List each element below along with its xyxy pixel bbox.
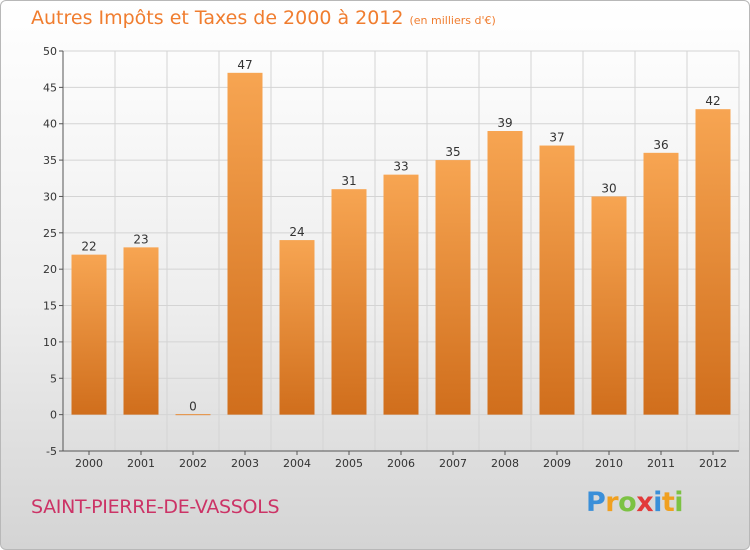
data-label-2011: 36 <box>653 138 668 152</box>
x-tick-label-2002: 2002 <box>179 457 207 470</box>
x-tick-label-2006: 2006 <box>387 457 415 470</box>
data-label-2005: 31 <box>341 174 356 188</box>
data-label-2009: 37 <box>549 131 564 145</box>
y-tick-label: 30 <box>43 190 57 203</box>
chart-title-text: Autres Impôts et Taxes de 2000 à 2012 <box>31 7 404 29</box>
proxiti-logo[interactable]: Proxiti <box>586 487 684 518</box>
bar-2006 <box>383 174 419 415</box>
data-label-2012: 42 <box>705 94 720 108</box>
bar-2005 <box>331 189 367 415</box>
chart-title: Autres Impôts et Taxes de 2000 à 2012 (en… <box>31 7 496 29</box>
chart-unit: (en milliers d'€) <box>409 14 496 27</box>
x-tick-label-2010: 2010 <box>595 457 623 470</box>
logo-letter: t <box>661 487 675 518</box>
bars <box>71 72 731 416</box>
bar-2011 <box>643 152 679 415</box>
x-tick-label-2001: 2001 <box>127 457 155 470</box>
y-tick-label: -5 <box>46 445 57 458</box>
y-tick-label: 25 <box>43 227 57 240</box>
data-label-2004: 24 <box>289 225 304 239</box>
x-tick-label-2011: 2011 <box>647 457 675 470</box>
data-label-2003: 47 <box>237 58 252 72</box>
logo-letter: x <box>636 487 654 518</box>
y-tick-label: 45 <box>43 81 57 94</box>
y-tick-label: 50 <box>43 45 57 58</box>
x-tick-label-2009: 2009 <box>543 457 571 470</box>
bar-2008 <box>487 131 523 415</box>
data-label-2001: 23 <box>133 232 148 246</box>
y-tick-label: 10 <box>43 336 57 349</box>
y-tick-label: 15 <box>43 300 57 313</box>
y-tick-label: 35 <box>43 154 57 167</box>
bar-2003 <box>227 72 263 415</box>
y-tick-label: 20 <box>43 263 57 276</box>
logo-letter: o <box>618 487 637 518</box>
data-label-2006: 33 <box>393 160 408 174</box>
data-label-2008: 39 <box>497 116 512 130</box>
bar-2010 <box>591 196 627 415</box>
x-tick-label-2008: 2008 <box>491 457 519 470</box>
logo-letter: P <box>586 487 606 518</box>
axes <box>59 50 739 455</box>
x-tick-label-2012: 2012 <box>699 457 727 470</box>
data-label-2002: 0 <box>189 400 197 414</box>
logo-letter: i <box>674 487 684 518</box>
bar-2004 <box>279 240 315 415</box>
bar-2009 <box>539 145 575 415</box>
data-label-2007: 35 <box>445 145 460 159</box>
bar-2000 <box>71 254 107 415</box>
y-tick-label: 40 <box>43 118 57 131</box>
logo-letter: i <box>653 487 662 518</box>
bar-2001 <box>123 247 159 415</box>
x-tick-label-2004: 2004 <box>283 457 311 470</box>
bar-2002 <box>175 414 211 416</box>
data-label-2010: 30 <box>601 181 616 195</box>
x-tick-label-2005: 2005 <box>335 457 363 470</box>
y-tick-label: 0 <box>50 409 57 422</box>
logo-letter: r <box>605 487 619 518</box>
bar-2012 <box>695 109 731 415</box>
data-label-2000: 22 <box>81 240 96 254</box>
y-tick-label: 5 <box>50 372 57 385</box>
place-name: SAINT-PIERRE-DE-VASSOLS <box>31 496 280 518</box>
bar-2007 <box>435 160 471 415</box>
x-tick-label-2000: 2000 <box>75 457 103 470</box>
x-tick-label-2003: 2003 <box>231 457 259 470</box>
x-tick-label-2007: 2007 <box>439 457 467 470</box>
labels: -5 0 5 10 15 20 25 30 35 40 45 50 22 2000 23 2001 0 2002 4… <box>43 45 727 470</box>
